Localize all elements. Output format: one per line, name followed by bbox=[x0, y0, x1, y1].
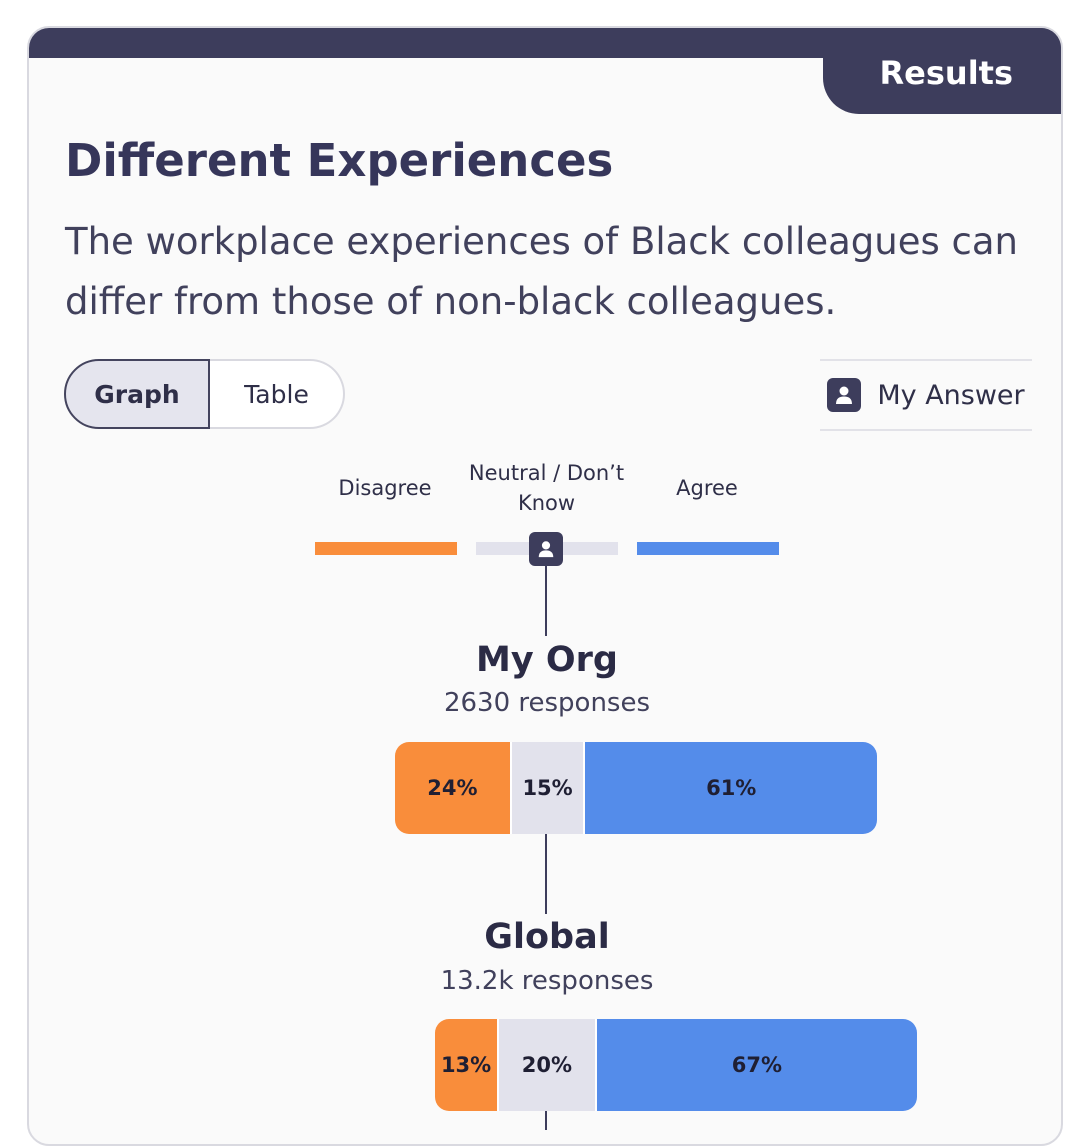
page-title: Different Experiences bbox=[65, 134, 614, 187]
stacked-bar-my-org: 24% 15% 61% bbox=[395, 742, 877, 834]
legend-disagree-label: Disagree bbox=[338, 476, 432, 500]
bar-segment-label: 15% bbox=[522, 776, 573, 800]
view-toggle: Graph Table bbox=[64, 359, 345, 429]
group-title-my-org: My Org bbox=[476, 640, 618, 680]
results-tab-label: Results bbox=[879, 54, 1013, 92]
results-tab: Results bbox=[823, 28, 1061, 114]
bar-segment-neutral: 15% bbox=[509, 742, 584, 834]
legend-agree-swatch bbox=[637, 542, 779, 555]
my-answer-label: My Answer bbox=[877, 379, 1025, 411]
bar-segment-label: 24% bbox=[427, 776, 478, 800]
bar-segment-agree: 67% bbox=[594, 1019, 917, 1111]
person-icon bbox=[827, 378, 862, 412]
graph-toggle-button[interactable]: Graph bbox=[64, 359, 210, 429]
stacked-bar-global: 13% 20% 67% bbox=[435, 1019, 917, 1111]
legend-neutral-label: Neutral / Don’t Know bbox=[468, 461, 625, 515]
bar-segment-disagree: 24% bbox=[395, 742, 510, 834]
legend-agree-label: Agree bbox=[676, 476, 738, 500]
bar-segment-disagree: 13% bbox=[435, 1019, 498, 1111]
my-answer-button[interactable]: My Answer bbox=[820, 359, 1032, 431]
bar-segment-agree: 61% bbox=[583, 742, 877, 834]
bar-segment-label: 67% bbox=[731, 1053, 782, 1077]
bar-segment-label: 61% bbox=[706, 776, 757, 800]
bar-segment-neutral: 20% bbox=[497, 1019, 595, 1111]
bar-segment-label: 13% bbox=[440, 1053, 492, 1077]
group-response-count: 2630 responses bbox=[443, 688, 651, 718]
page-subtitle: The workplace experiences of Black colle… bbox=[65, 220, 1019, 323]
table-toggle-button[interactable]: Table bbox=[210, 359, 345, 429]
results-card: Results Different Experiences The workpl… bbox=[27, 26, 1063, 1146]
group-response-count: 13.2k responses bbox=[440, 966, 654, 996]
connector-line bbox=[545, 1110, 547, 1130]
connector-line bbox=[545, 834, 547, 914]
legend-disagree-swatch bbox=[315, 542, 457, 555]
my-answer-marker-icon bbox=[529, 532, 563, 566]
bar-segment-label: 20% bbox=[521, 1053, 573, 1077]
connector-line bbox=[545, 566, 547, 636]
group-title-global: Global bbox=[484, 917, 610, 957]
